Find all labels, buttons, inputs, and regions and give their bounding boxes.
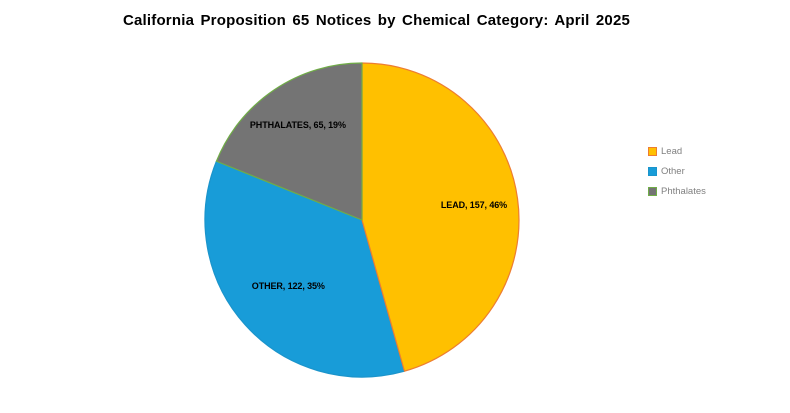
pie-slice-phthalates [215, 62, 363, 221]
legend-swatch-phthalates [648, 187, 657, 196]
slice-label-phthalates: PHTHALATES, 65, 19% [249, 119, 346, 130]
pie-slice-lead [361, 62, 520, 372]
legend: Lead Other Phthalates [648, 146, 706, 197]
legend-item-lead: Lead [648, 146, 706, 157]
chart-title: California Proposition 65 Notices by Che… [122, 12, 631, 29]
pie-slice-other [204, 160, 406, 378]
legend-label-phthalates: Phthalates [661, 186, 706, 197]
slice-label-lead: LEAD, 157, 46% [440, 199, 508, 210]
legend-item-phthalates: Phthalates [648, 186, 706, 197]
slice-label-other: OTHER, 122, 35% [251, 281, 325, 291]
legend-swatch-other [648, 167, 657, 176]
legend-item-other: Other [648, 166, 706, 177]
legend-label-other: Other [661, 166, 685, 177]
legend-label-lead: Lead [661, 146, 683, 157]
legend-swatch-lead [648, 147, 657, 156]
